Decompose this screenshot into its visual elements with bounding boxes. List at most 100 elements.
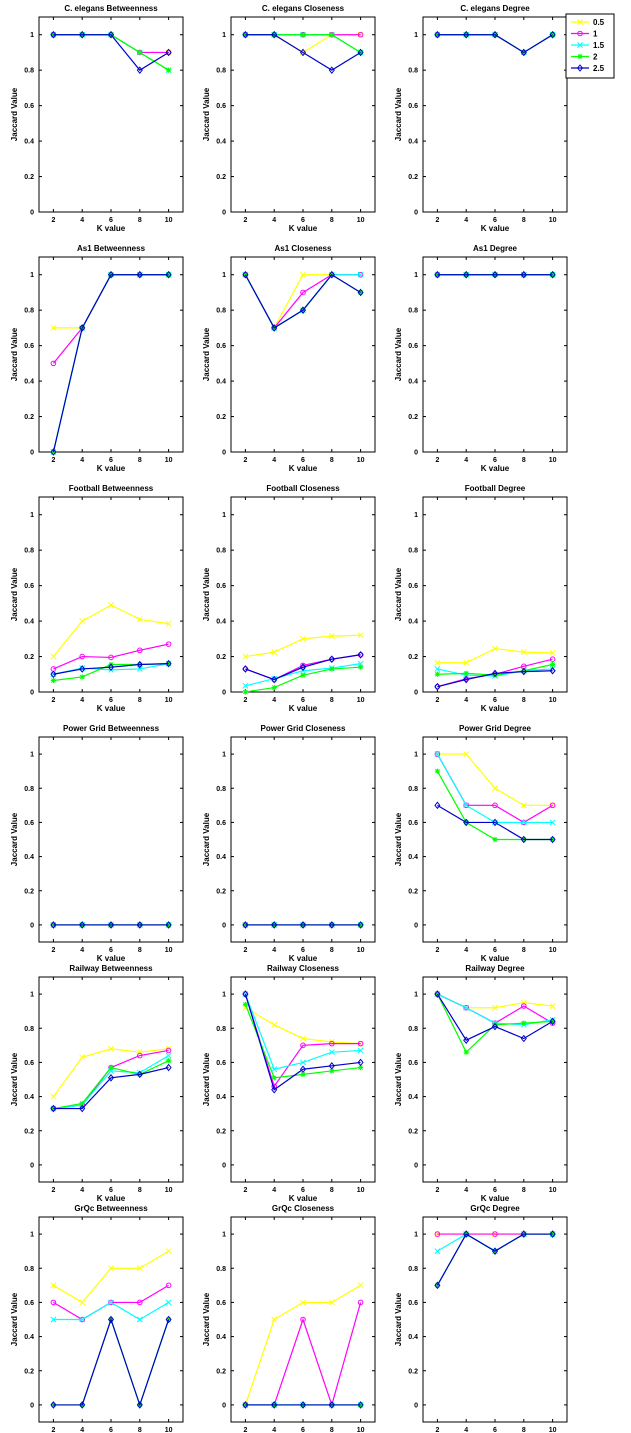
- plot-area: [38, 16, 184, 213]
- x-tick-label: 4: [80, 947, 84, 954]
- data-point-2.5: [328, 921, 335, 929]
- x-tick-label: 10: [549, 457, 557, 464]
- data-point-2.5: [491, 669, 499, 678]
- series-line: [53, 34, 169, 71]
- y-tick-label: 0.6: [408, 820, 418, 827]
- data-point-2.5: [107, 270, 115, 279]
- x-tick-label: 4: [464, 1187, 468, 1194]
- x-tick-label: 4: [272, 1427, 276, 1433]
- data-point-2.5: [271, 921, 278, 929]
- x-tick-label: 6: [109, 947, 113, 954]
- x-tick-label: 6: [493, 1187, 497, 1194]
- x-tick-label: 4: [272, 697, 276, 704]
- data-point-1.5: [136, 666, 143, 672]
- x-tick-label: 2: [51, 947, 55, 954]
- data-point-2: [108, 1064, 114, 1071]
- data-point-2: [358, 49, 364, 56]
- data-point-2.5: [79, 921, 86, 929]
- y-tick-label: 0.6: [216, 820, 226, 827]
- y-tick-label: 0.2: [408, 1368, 418, 1375]
- y-tick-label: 0.8: [216, 308, 226, 315]
- data-point-2.5: [328, 655, 335, 664]
- data-point-0.5: [79, 1054, 86, 1061]
- y-tick-label: 0: [414, 922, 418, 929]
- y-tick-label: 0.4: [216, 1334, 226, 1341]
- data-point-2.5: [357, 48, 364, 57]
- y-axis-label: Jaccard Value: [10, 87, 19, 141]
- y-tick-label: 0.8: [408, 308, 418, 315]
- y-tick-label: 0.6: [216, 583, 226, 590]
- data-point-1: [357, 1040, 364, 1047]
- data-point-2: [242, 272, 248, 278]
- x-tick-label: 8: [330, 1187, 334, 1194]
- data-point-2.5: [491, 1247, 499, 1255]
- data-point-2: [79, 674, 85, 680]
- series-1: [50, 641, 172, 672]
- y-tick-label: 0: [414, 210, 418, 217]
- plot-area: [230, 16, 376, 213]
- y-tick-label: 0.2: [408, 414, 418, 421]
- subplot-10: 2 4 6 8 10 0 0.2 0.4 0.6 0.8 1 Power Grid Betweenne…: [10, 724, 184, 963]
- data-point-2.5: [463, 270, 470, 279]
- data-point-0.5: [165, 620, 172, 627]
- data-point-0.5: [50, 1282, 57, 1289]
- x-tick-label: 8: [522, 697, 526, 704]
- x-tick-label: 4: [80, 217, 84, 224]
- x-tick-label: 8: [330, 947, 334, 954]
- x-tick-label: 4: [80, 457, 84, 464]
- x-tick-label: 10: [549, 947, 557, 954]
- y-tick-label: 0.8: [216, 786, 226, 793]
- data-point-2.5: [136, 1401, 143, 1409]
- y-tick-label: 0.2: [216, 174, 226, 181]
- data-point-2.5: [357, 1401, 364, 1409]
- data-point-1: [137, 1299, 143, 1306]
- series-line: [53, 663, 169, 675]
- y-axis-label: Jaccard Value: [394, 1052, 403, 1106]
- data-point-2.5: [107, 921, 115, 929]
- data-point-2.5: [520, 1034, 527, 1043]
- data-point-2.5: [299, 306, 307, 314]
- plot-area: [38, 976, 184, 1183]
- data-point-2.5: [299, 48, 307, 57]
- series-1.5: [50, 1299, 172, 1323]
- x-tick-label: 6: [301, 457, 305, 464]
- x-tick-label: 2: [51, 697, 55, 704]
- data-point-1: [137, 1052, 143, 1059]
- data-point-0.5: [520, 802, 527, 809]
- plot-area: [422, 976, 568, 1183]
- x-tick-label: 6: [493, 697, 497, 704]
- y-axis-label: Jaccard Value: [202, 1292, 211, 1346]
- data-point-2: [521, 1020, 527, 1026]
- y-tick-label: 0.6: [24, 820, 34, 827]
- subplot-3: 2 4 6 8 10 0 0.2 0.4 0.6 0.8 1 C. elegans Degree K v…: [394, 4, 568, 233]
- data-point-0.5: [434, 659, 441, 666]
- data-point-1.5: [434, 666, 441, 672]
- y-axis-label: Jaccard Value: [202, 87, 211, 141]
- data-point-0.5: [492, 1004, 498, 1011]
- data-point-2.5: [463, 675, 470, 684]
- subplot-title: Railway Betweenness: [69, 964, 153, 973]
- data-point-1: [549, 802, 556, 809]
- subplot-title: Railway Closeness: [267, 964, 340, 973]
- legend-entry-2: 2: [571, 53, 598, 62]
- y-tick-label: 1: [414, 272, 418, 279]
- series-line: [437, 804, 553, 841]
- data-point-2.5: [463, 1230, 470, 1238]
- y-tick-label: 0.4: [216, 379, 226, 386]
- data-point-1: [165, 1282, 172, 1289]
- y-tick-label: 0.8: [24, 1266, 34, 1273]
- x-tick-label: 4: [272, 457, 276, 464]
- x-axis-label: K value: [481, 954, 510, 963]
- data-point-2.5: [165, 921, 172, 929]
- data-point-1: [357, 1299, 364, 1306]
- x-axis-label: K value: [97, 704, 126, 713]
- y-tick-label: 0.8: [24, 548, 34, 555]
- legend: 0.5 1 1.5 2 2.5: [565, 13, 615, 79]
- data-point-0.5: [300, 635, 306, 642]
- y-tick-label: 1: [222, 512, 226, 519]
- data-point-0.5: [79, 1299, 86, 1306]
- plot-area: [230, 976, 376, 1183]
- data-point-2.5: [549, 270, 556, 279]
